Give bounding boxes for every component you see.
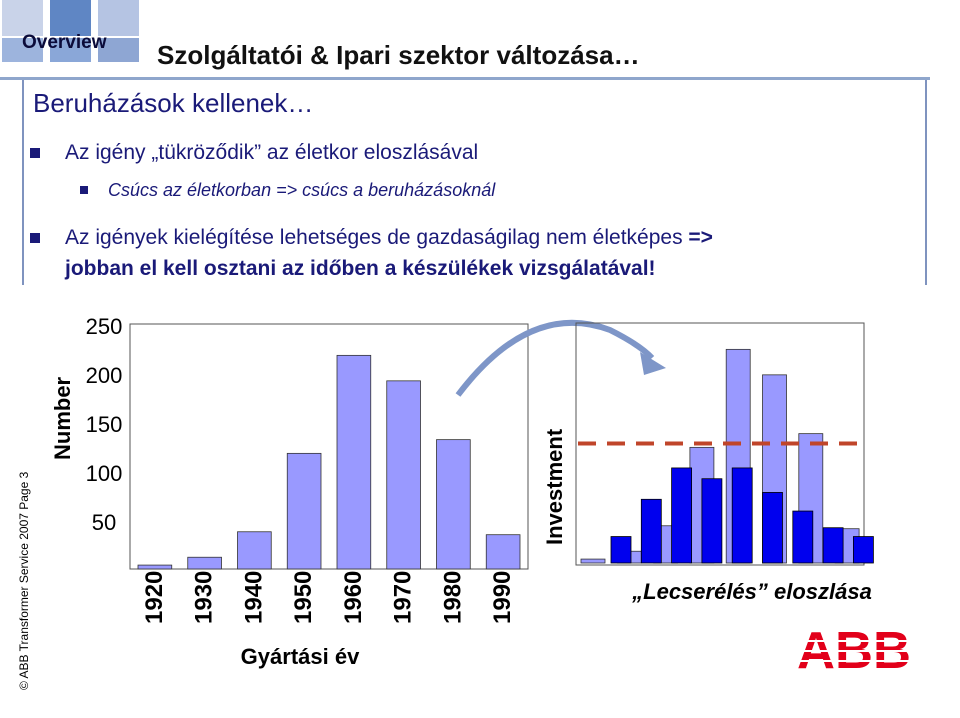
decorative-squares bbox=[2, 0, 139, 62]
investment-bar bbox=[640, 498, 662, 564]
investment-bar bbox=[792, 510, 814, 564]
right-chart-caption: „Lecserélés” eloszlása bbox=[631, 579, 872, 604]
age-distribution-chart: Number Gyártási év 250 200 150 100 50 1920 19… bbox=[50, 314, 529, 669]
age-bar bbox=[237, 531, 272, 570]
x-tick-label: 1920 bbox=[141, 571, 168, 624]
content-frame bbox=[22, 80, 927, 285]
y-tick-label: 200 bbox=[86, 363, 123, 388]
investment-bar bbox=[701, 478, 723, 564]
y-tick-label: 100 bbox=[86, 461, 123, 486]
left-chart-xlabel: Gyártási év bbox=[241, 644, 360, 669]
age-bar bbox=[187, 556, 222, 570]
curved-arrow bbox=[455, 319, 666, 397]
bullet-2-arrow: => bbox=[688, 226, 713, 249]
title-divider bbox=[0, 77, 930, 80]
x-tick-label: 1960 bbox=[340, 571, 367, 624]
bullet-marker-2 bbox=[30, 233, 40, 243]
slide-title: Szolgáltatói & Ipari szektor változása… bbox=[157, 40, 640, 70]
x-tick-label: 1940 bbox=[240, 571, 267, 624]
x-tick-label: 1930 bbox=[191, 571, 218, 624]
y-tick-label: 150 bbox=[86, 412, 123, 437]
bullet-marker bbox=[30, 148, 40, 158]
investment-bar bbox=[853, 536, 874, 564]
age-bar bbox=[137, 564, 173, 570]
x-tick-label: 1990 bbox=[489, 571, 516, 624]
bullet-2-text: Az igények kielégítése lehetséges de gaz… bbox=[65, 226, 689, 249]
left-chart-ylabel: Number bbox=[50, 376, 75, 460]
x-tick-label: 1970 bbox=[390, 571, 417, 624]
investment-bar bbox=[671, 467, 692, 564]
age-bar bbox=[336, 354, 372, 570]
slide-subtitle: Beruházások kellenek… bbox=[33, 88, 314, 118]
age-bar bbox=[436, 439, 471, 570]
age-bar bbox=[286, 452, 322, 570]
y-tick-label: 250 bbox=[86, 314, 123, 339]
demand-bar bbox=[580, 558, 606, 564]
right-chart-ylabel: Investment bbox=[542, 428, 567, 545]
overview-tab[interactable]: Overview bbox=[22, 32, 107, 53]
left-chart-frame bbox=[129, 323, 529, 570]
right-chart-frame bbox=[575, 322, 865, 566]
abb-logo: ABB bbox=[795, 622, 915, 680]
sub-bullet-marker bbox=[80, 186, 88, 194]
x-tick-label: 1980 bbox=[439, 571, 466, 624]
investment-bar bbox=[762, 492, 783, 564]
investment-bar bbox=[822, 527, 844, 564]
y-tick-label: 50 bbox=[92, 510, 116, 535]
age-bar bbox=[485, 534, 521, 570]
bullet-2: Az igények kielégítése lehetséges de gaz… bbox=[65, 226, 713, 250]
x-tick-label: 1950 bbox=[290, 571, 317, 624]
bullet-1: Az igény „tükröződik” az életkor eloszlá… bbox=[65, 141, 479, 164]
age-bar bbox=[386, 380, 421, 570]
investment-chart: Investment „Lecserélés” eloszlása bbox=[542, 322, 874, 604]
investment-bar bbox=[731, 467, 753, 564]
investment-bar bbox=[610, 536, 632, 564]
sub-bullet-1: Csúcs az életkorban => csúcs a beruházás… bbox=[108, 180, 496, 200]
bullet-2-line2: jobban el kell osztani az időben a készü… bbox=[65, 257, 656, 280]
